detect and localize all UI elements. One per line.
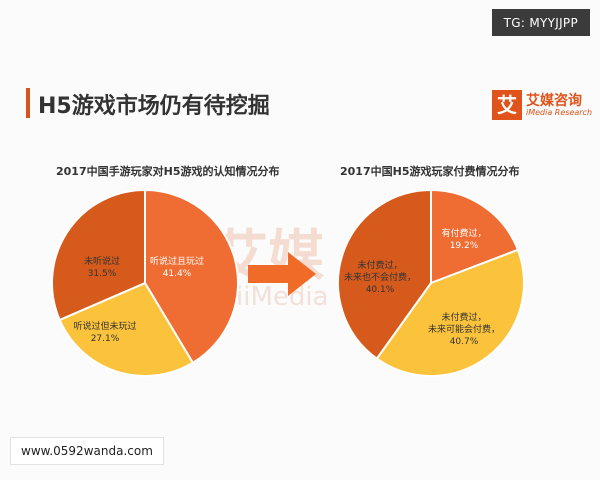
pie-slice bbox=[337, 188, 432, 360]
brand-subtitle: iMedia Research bbox=[526, 108, 593, 117]
pie-slice bbox=[51, 188, 146, 322]
brand-logo-icon: 艾 bbox=[492, 90, 522, 120]
brand-name: 艾媒咨询 bbox=[526, 93, 582, 109]
website-url-badge: www.0592wanda.com bbox=[10, 437, 164, 465]
pie-slice-label: 有付费过， 19.2% bbox=[441, 227, 486, 251]
pie-chart-payment: 有付费过， 19.2% 未付费过，未来可能会付费， 40.7% 未付费过，未来也不会付费… bbox=[337, 188, 525, 377]
right-arrow-icon bbox=[248, 252, 316, 296]
title-accent-bar bbox=[26, 88, 30, 118]
pie-chart-awareness: 听说过且玩过 41.4% 听说过但未玩过 27.1% 未听说过 31.5% bbox=[51, 188, 239, 377]
pie-slice bbox=[144, 188, 239, 365]
page-title: H5游戏市场仍有待挖掘 bbox=[38, 94, 270, 119]
chart-title-awareness: 2017中国手游玩家对H5游戏的认知情况分布 bbox=[56, 165, 280, 178]
pie-slice bbox=[375, 248, 525, 377]
chart-title-payment: 2017中国H5游戏玩家付费情况分布 bbox=[340, 165, 520, 178]
watermark-small: iiMedia bbox=[236, 282, 329, 312]
pie-slice bbox=[430, 188, 520, 285]
pie-slice-label: 未听说过 31.5% bbox=[84, 255, 120, 279]
pie-slice-label: 未付费过，未来可能会付费， 40.7% bbox=[428, 311, 500, 347]
pie-slice-label: 听说过但未玩过 27.1% bbox=[73, 320, 136, 344]
pie-slice-label: 听说过且玩过 41.4% bbox=[150, 255, 204, 279]
brand-logo: 艾 艾媒咨询 iMedia Research bbox=[492, 90, 592, 124]
tg-badge: TG: MYYJJPP bbox=[491, 9, 590, 36]
pie-slice-label: 未付费过，未来也不会付费， 40.1% bbox=[344, 259, 416, 295]
